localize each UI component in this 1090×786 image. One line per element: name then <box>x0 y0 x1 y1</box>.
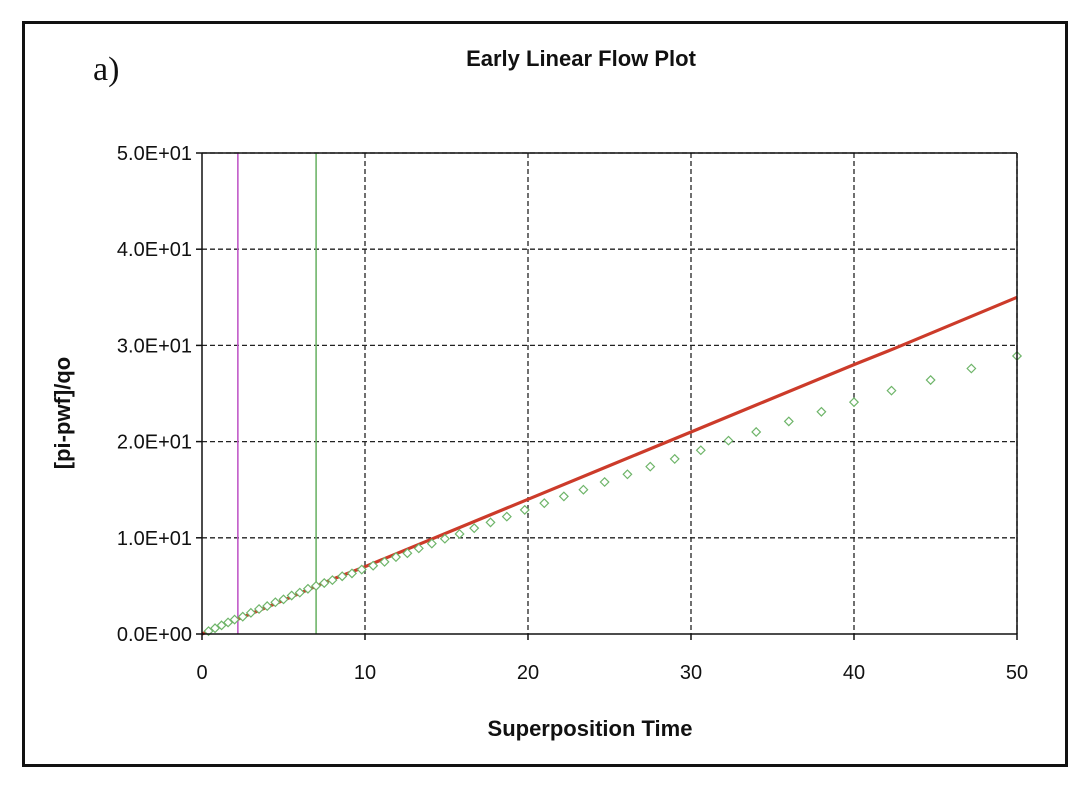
data-point <box>645 461 656 472</box>
data-point <box>270 597 281 608</box>
x-axis-title: Superposition Time <box>488 716 693 741</box>
y-tick-label-3: 3.0E+01 <box>117 335 192 357</box>
data-point <box>454 528 465 540</box>
data-point <box>539 498 550 509</box>
x-tick-label-5: 50 <box>1006 662 1028 684</box>
y-tick-label-4: 4.0E+01 <box>117 239 192 261</box>
data-point <box>848 397 860 408</box>
data-point <box>302 583 313 594</box>
x-tick-label-1: 10 <box>354 662 376 684</box>
data-point <box>783 416 794 427</box>
y-tick-label-0: 0.0E+00 <box>117 624 192 646</box>
plot-area <box>202 153 1017 634</box>
data-point <box>223 617 234 628</box>
early-linear-flow-chart: a) Early Linear Flow Plot 0.0E+00 1.0E+01… <box>50 46 1028 741</box>
y-tick-label-5: 5.0E+01 <box>117 143 192 165</box>
data-point <box>966 363 977 374</box>
data-point <box>319 577 330 589</box>
data-point <box>695 445 706 456</box>
data-point <box>578 484 589 495</box>
data-point <box>379 556 390 567</box>
data-point <box>816 406 827 417</box>
data-point <box>402 548 413 559</box>
data-point <box>925 374 936 386</box>
data-series <box>201 295 1023 637</box>
data-point <box>209 623 221 634</box>
data-point <box>294 587 305 598</box>
data-point <box>501 511 512 522</box>
data-point <box>245 607 256 618</box>
panel-label: a) <box>93 51 119 88</box>
data-point <box>390 551 402 563</box>
plot-area-background <box>202 153 1017 634</box>
data-point <box>519 504 530 515</box>
data-point <box>485 517 496 528</box>
data-point <box>426 538 437 549</box>
x-tick-label-2: 20 <box>517 662 539 684</box>
data-point <box>203 626 214 637</box>
axes <box>196 152 1018 640</box>
y-tick-label-2: 2.0E+01 <box>117 432 192 454</box>
data-point <box>327 575 338 586</box>
data-point <box>311 580 322 591</box>
data-point <box>599 476 610 488</box>
data-point <box>368 560 379 571</box>
data-point <box>669 453 680 464</box>
series-markers-1 <box>203 350 1023 637</box>
data-point <box>229 614 240 625</box>
data-point <box>622 469 633 480</box>
data-point <box>237 611 248 622</box>
data-point <box>216 620 227 631</box>
x-tick-label-0: 0 <box>196 662 207 684</box>
data-point <box>439 533 450 544</box>
data-point <box>337 571 348 582</box>
x-tick-label-4: 40 <box>843 662 865 684</box>
data-point <box>254 603 265 615</box>
data-point <box>346 568 358 579</box>
data-point <box>558 491 569 502</box>
y-tick-label-1: 1.0E+01 <box>117 528 192 550</box>
data-point <box>469 523 480 534</box>
y-axis-title: [pi-pwf]/qo <box>50 357 75 469</box>
data-point <box>886 385 897 396</box>
data-point <box>286 590 297 601</box>
data-point <box>356 564 367 575</box>
data-point <box>278 594 289 605</box>
tick-labels: 0.0E+00 1.0E+01 2.0E+01 3.0E+01 4.0E+01 5.0E+… <box>117 143 1028 684</box>
chart-frame: a) Early Linear Flow Plot 0.0E+00 1.0E+01… <box>22 21 1068 767</box>
data-point <box>262 601 273 612</box>
data-point <box>751 426 762 438</box>
vertical-markers <box>237 153 317 634</box>
data-point <box>723 435 734 446</box>
chart-title: Early Linear Flow Plot <box>466 46 697 71</box>
x-tick-label-3: 30 <box>680 662 702 684</box>
data-point <box>413 543 424 554</box>
